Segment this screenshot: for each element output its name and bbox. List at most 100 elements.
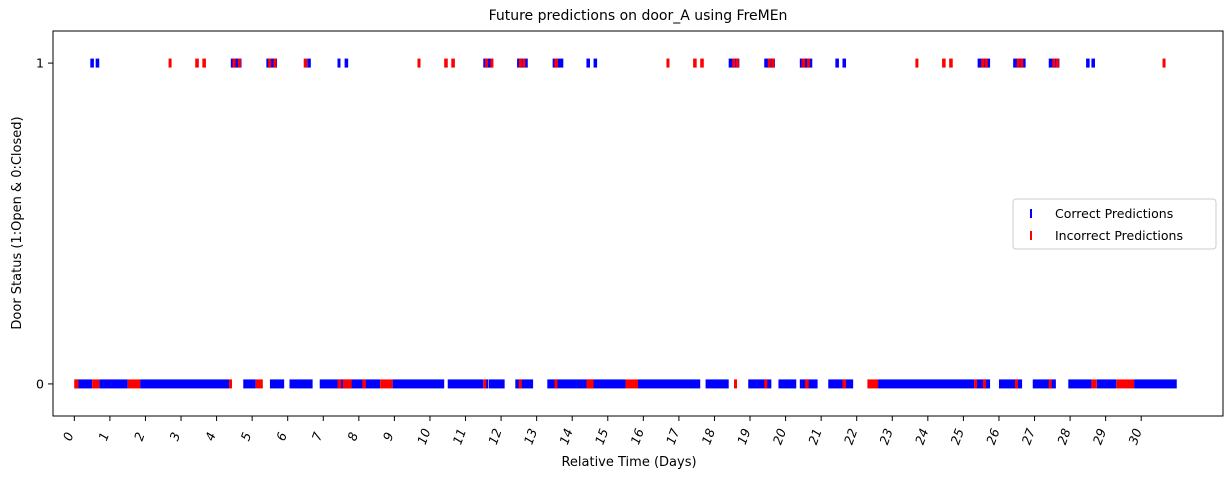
marker-incorrect-predictions-y1: [485, 58, 489, 68]
marker-correct-predictions-y1: [842, 58, 847, 68]
marker-incorrect-predictions-y0: [380, 379, 393, 389]
x-tick-label: 22: [841, 426, 861, 446]
marker-correct-predictions-y0: [447, 379, 484, 389]
marker-correct-predictions-y0: [828, 379, 854, 389]
marker-incorrect-predictions-y1: [915, 58, 919, 68]
marker-incorrect-predictions-y0: [1091, 379, 1097, 389]
marker-correct-predictions-y0: [140, 379, 230, 389]
marker-incorrect-predictions-y1: [417, 58, 421, 68]
x-tick-label: 17: [663, 426, 683, 446]
plot-area: [52, 30, 1224, 417]
marker-incorrect-predictions-y1: [732, 58, 736, 68]
marker-correct-predictions-y0: [1032, 379, 1056, 389]
marker-correct-predictions-y1: [593, 58, 598, 68]
marker-incorrect-predictions-y1: [168, 58, 172, 68]
marker-incorrect-predictions-y0: [127, 379, 141, 389]
marker-incorrect-predictions-y0: [518, 379, 522, 389]
marker-incorrect-predictions-y0: [255, 379, 263, 389]
x-tick-label: 30: [1125, 426, 1145, 446]
marker-correct-predictions-y0: [705, 379, 729, 389]
legend: Correct Predictions Incorrect Predictions: [1012, 198, 1217, 250]
marker-incorrect-predictions-y0: [982, 379, 986, 389]
marker-incorrect-predictions-y0: [1014, 379, 1018, 389]
marker-incorrect-predictions-y1: [949, 58, 953, 68]
marker-correct-predictions-y0: [488, 379, 505, 389]
x-tick-label: 13: [521, 426, 541, 446]
marker-incorrect-predictions-y1: [195, 58, 199, 68]
marker-incorrect-predictions-y1: [554, 58, 558, 68]
marker-correct-predictions-y1: [337, 58, 341, 68]
marker-incorrect-predictions-y1: [490, 58, 494, 68]
legend-marker: [1030, 231, 1032, 240]
marker-incorrect-predictions-y1: [1052, 58, 1056, 68]
y-axis-label: Door Status (1:Open & 0:Closed): [10, 116, 25, 329]
marker-correct-predictions-y0: [878, 379, 975, 389]
marker-incorrect-predictions-y1: [303, 58, 308, 68]
marker-incorrect-predictions-y1: [666, 58, 670, 68]
marker-incorrect-predictions-y0: [764, 379, 768, 389]
marker-incorrect-predictions-y1: [237, 58, 241, 68]
x-tick-label: 28: [1054, 426, 1074, 446]
marker-correct-predictions-y1: [586, 58, 590, 68]
marker-incorrect-predictions-y1: [444, 58, 448, 68]
marker-incorrect-predictions-y1: [232, 58, 236, 68]
marker-correct-predictions-y0: [269, 379, 285, 389]
marker-incorrect-predictions-y1: [806, 58, 810, 68]
marker-incorrect-predictions-y1: [451, 58, 455, 68]
x-tick-label: 12: [485, 426, 505, 446]
x-tick-label: 10: [414, 426, 434, 446]
marker-incorrect-predictions-y0: [74, 379, 79, 389]
marker-correct-predictions-y0: [99, 379, 128, 389]
marker-correct-predictions-y0: [998, 379, 1023, 389]
marker-incorrect-predictions-y0: [92, 379, 100, 389]
marker-incorrect-predictions-y1: [1162, 58, 1166, 68]
marker-correct-predictions-y1: [307, 58, 311, 68]
marker-incorrect-predictions-y0: [1048, 379, 1052, 389]
marker-correct-predictions-y0: [1068, 379, 1092, 389]
marker-incorrect-predictions-y0: [805, 379, 809, 389]
x-tick-label: 27: [1019, 426, 1039, 446]
marker-incorrect-predictions-y1: [767, 58, 771, 68]
marker-incorrect-predictions-y1: [801, 58, 806, 68]
marker-correct-predictions-y0: [778, 379, 797, 389]
marker-correct-predictions-y0: [515, 379, 534, 389]
x-tick-label: 26: [983, 426, 1003, 446]
y-tick-label: 1: [36, 56, 44, 71]
x-tick-label: 24: [912, 426, 932, 446]
marker-correct-predictions-y1: [230, 58, 242, 68]
marker-incorrect-predictions-y1: [735, 58, 739, 68]
marker-correct-predictions-y0: [289, 379, 313, 389]
marker-incorrect-predictions-y1: [273, 58, 277, 68]
marker-correct-predictions-y1: [344, 58, 349, 68]
x-tick-label: 20: [770, 426, 790, 446]
marker-correct-predictions-y0: [485, 379, 489, 389]
marker-incorrect-predictions-y0: [362, 379, 366, 389]
marker-incorrect-predictions-y1: [942, 58, 946, 68]
marker-incorrect-predictions-y0: [342, 379, 352, 389]
marker-incorrect-predictions-y1: [693, 58, 697, 68]
x-tick-label: 23: [876, 426, 896, 446]
marker-correct-predictions-y1: [266, 58, 278, 68]
marker-incorrect-predictions-y1: [1016, 58, 1020, 68]
marker-incorrect-predictions-y0: [337, 379, 342, 389]
marker-correct-predictions-y0: [74, 379, 93, 389]
marker-incorrect-predictions-y1: [1020, 58, 1024, 68]
y-tick-label: 0: [36, 376, 44, 391]
marker-correct-predictions-y1: [1091, 58, 1095, 68]
legend-label: Incorrect Predictions: [1055, 228, 1183, 243]
marker-correct-predictions-y0: [1134, 379, 1177, 389]
x-tick-label: 16: [627, 426, 647, 446]
marker-incorrect-predictions-y0: [625, 379, 638, 389]
marker-incorrect-predictions-y0: [483, 379, 487, 389]
x-tick-label: 14: [556, 426, 576, 446]
series-incorrect-predictions: [74, 58, 1166, 389]
marker-incorrect-predictions-y0: [734, 379, 738, 389]
marker-incorrect-predictions-y1: [522, 58, 526, 68]
marker-incorrect-predictions-y0: [1116, 379, 1135, 389]
marker-incorrect-predictions-y0: [974, 379, 978, 389]
marker-correct-predictions-y0: [638, 379, 701, 389]
legend-box: [1012, 198, 1217, 250]
x-axis-label: Relative Time (Days): [561, 455, 696, 470]
x-tick-label: 11: [450, 426, 470, 446]
x-tick-label: 29: [1090, 426, 1110, 446]
